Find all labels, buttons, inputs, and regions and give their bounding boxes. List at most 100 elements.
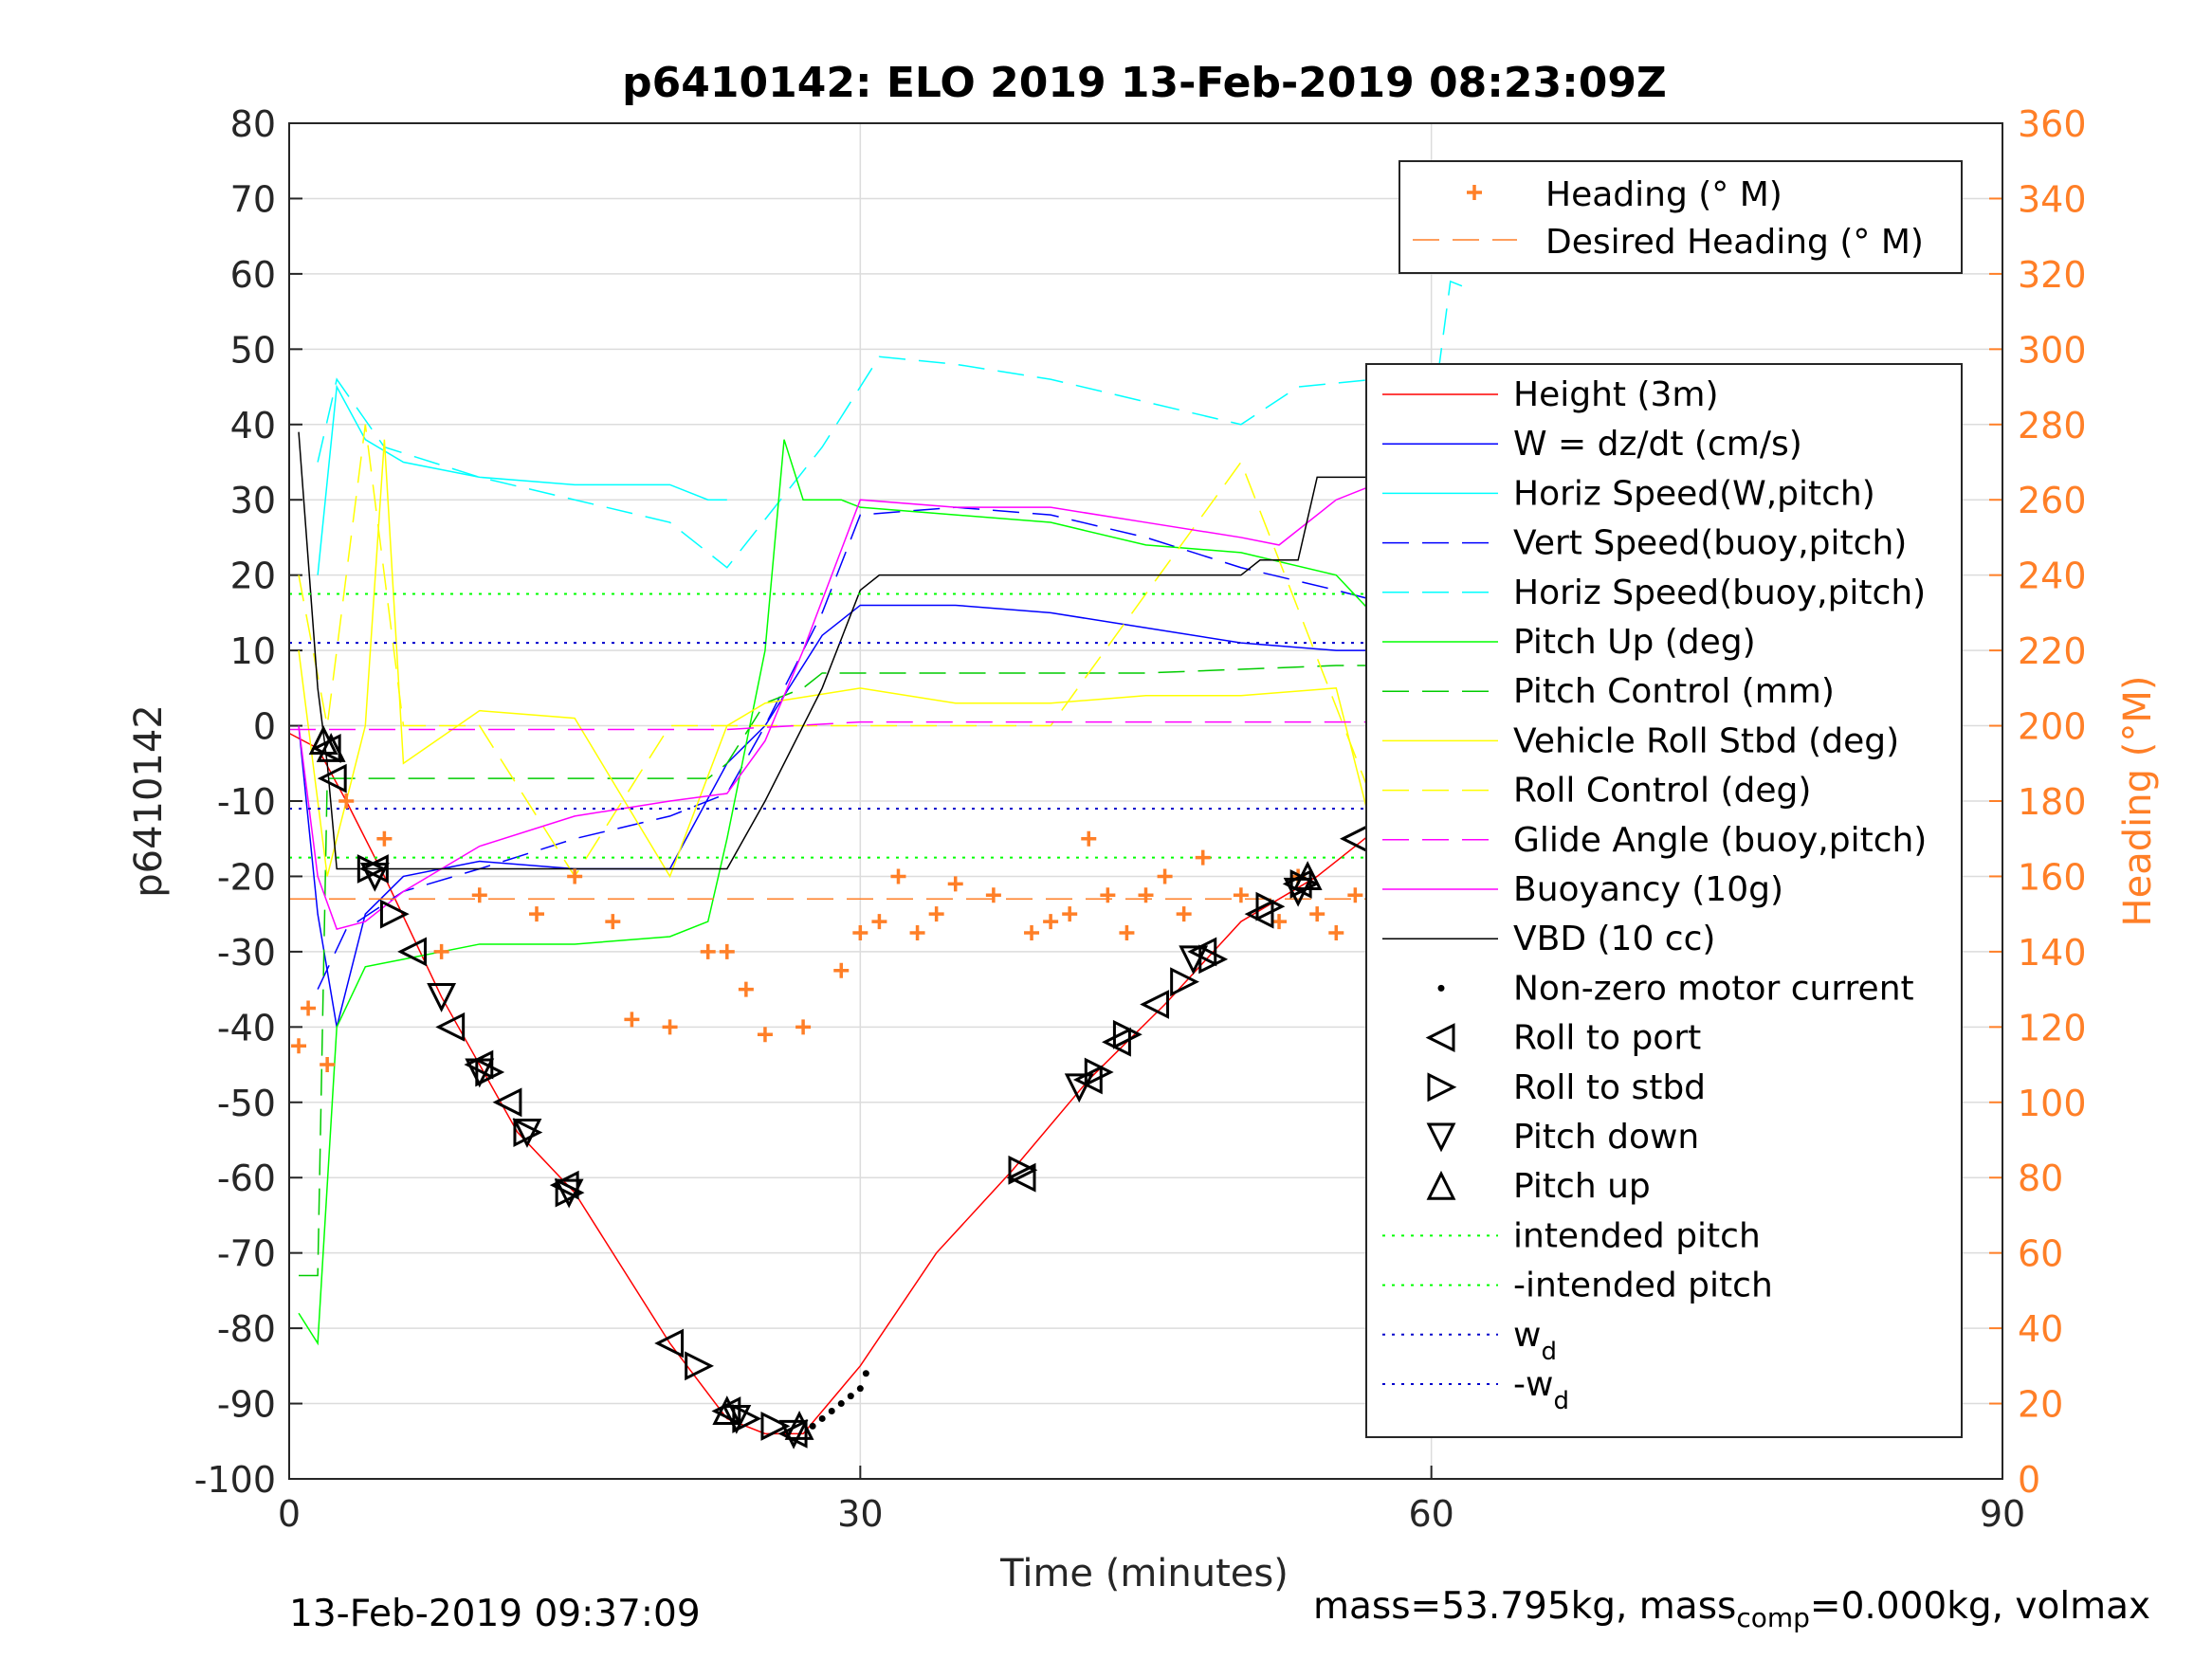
- heading-mark: [471, 887, 487, 903]
- heading-mark: [928, 906, 944, 922]
- legend-main: Height (3m) W = dz/dt (cm/s) Horiz Speed(W…: [1365, 363, 1963, 1438]
- series-roll-control-deg: [298, 424, 1471, 955]
- y2-tick-label: 240: [2018, 556, 2087, 597]
- x-tick-label: 60: [1408, 1493, 1453, 1535]
- y2-tick-label: 100: [2018, 1083, 2087, 1124]
- heading-mark: [320, 1057, 336, 1073]
- plot-frame: [288, 122, 2003, 1480]
- legend-label: Horiz Speed(buoy,pitch): [1513, 574, 1926, 612]
- legend-label: Non-zero motor current: [1513, 969, 1914, 1008]
- heading-mark: [738, 981, 754, 997]
- legend-label: -intended pitch: [1513, 1267, 1773, 1305]
- y2-tick-label: 60: [2018, 1233, 2063, 1275]
- legend-label: Pitch Control (mm): [1513, 672, 1835, 711]
- legend-label: Horiz Speed(W,pitch): [1513, 474, 1875, 513]
- heading-mark: [1347, 887, 1363, 903]
- left-y-axis: 80 70 60 50 40 30 20 10 0 -10 -20 -30 -40 -50 -60 -70 -8…: [194, 103, 302, 1501]
- y-tick-label: 50: [230, 329, 276, 371]
- heading-mark: [909, 925, 925, 941]
- heading-mark: [1100, 887, 1116, 903]
- heading-mark: [1062, 906, 1078, 922]
- y-axis-label: p6410142: [127, 704, 171, 898]
- y-tick-label: 70: [230, 178, 276, 220]
- legend-symbol-roll-to-port: [1425, 1023, 1455, 1053]
- roll-to-stbd-marker: [555, 1177, 585, 1208]
- y2-tick-label: 220: [2018, 630, 2087, 672]
- roll-to-port-marker: [1102, 1027, 1131, 1057]
- series-vbd-10-cc: [298, 371, 1470, 870]
- y-tick-label: 30: [230, 480, 276, 521]
- heading-mark: [833, 962, 850, 978]
- heading-mark: [662, 1019, 678, 1035]
- roll-to-stbd-marker: [1008, 1155, 1038, 1185]
- motor-current-point: [818, 1414, 826, 1422]
- heading-mark: [947, 876, 963, 892]
- footer-mass-prefix: mass=53.795kg, mass: [1313, 1585, 1737, 1628]
- pitch-down-marker: [554, 1178, 584, 1209]
- legend-label: W = dz/dt (cm/s): [1513, 425, 1802, 464]
- pitch-up-marker: [712, 1395, 742, 1425]
- series-w-dz-dt-cm-s: [298, 484, 1471, 1028]
- heading-mark: [719, 943, 735, 959]
- legend-heading-symbol: [1467, 185, 1482, 200]
- roll-to-port-marker: [435, 1012, 466, 1042]
- y2-tick-label: 300: [2018, 329, 2087, 371]
- y2-tick-label: 0: [2018, 1459, 2040, 1501]
- roll-to-port-marker: [397, 937, 428, 967]
- motor-current-point: [809, 1422, 816, 1430]
- roll-to-port-marker: [654, 1328, 685, 1358]
- y-tick-label: -30: [217, 932, 276, 974]
- legend-label: Roll to port: [1513, 1019, 1701, 1058]
- y2-tick-label: 20: [2018, 1384, 2063, 1426]
- motor-current-point: [847, 1393, 854, 1400]
- y-tick-label: 10: [230, 630, 276, 672]
- legend-label: Roll to stbd: [1513, 1068, 1706, 1107]
- legend-label: intended pitch: [1513, 1216, 1761, 1255]
- pitch-down-marker: [359, 862, 390, 892]
- roll-to-stbd-marker: [1255, 891, 1286, 921]
- roll-to-port-marker: [1140, 990, 1170, 1019]
- x-axis: 0 30 60 90: [278, 1466, 2025, 1535]
- chart-title: p6410142: ELO 2019 13-Feb-2019 08:23:09Z: [622, 59, 1667, 107]
- y-tick-label: -10: [217, 781, 276, 823]
- legend-symbol-pitch-down: [1426, 1122, 1456, 1153]
- heading-mark: [1271, 914, 1288, 930]
- legend-label: Pitch Up (deg): [1513, 623, 1756, 662]
- heading-mark: [1138, 887, 1154, 903]
- heading-mark: [624, 1012, 640, 1028]
- y2-tick-label: 140: [2018, 932, 2087, 974]
- y-tick-label: -50: [217, 1083, 276, 1124]
- pitch-down-marker: [1179, 945, 1209, 975]
- y-tick-label: -20: [217, 856, 276, 898]
- roll-to-stbd-marker: [379, 899, 410, 929]
- legend-label: Pitch up: [1513, 1167, 1651, 1206]
- pitch-down-marker: [1283, 877, 1313, 907]
- pitch-up-marker: [316, 733, 346, 762]
- legend-label: VBD (10 cc): [1513, 920, 1715, 958]
- series-buoyancy-10g: [298, 423, 1471, 930]
- roll-to-stbd-marker: [1084, 1057, 1114, 1087]
- motor-current-point: [837, 1400, 845, 1408]
- x-tick-label: 90: [1980, 1493, 2025, 1535]
- y2-tick-label: 360: [2018, 103, 2087, 145]
- motor-current-point: [856, 1385, 864, 1393]
- y-tick-label: -80: [217, 1308, 276, 1350]
- roll-to-port-marker: [492, 1087, 522, 1118]
- pitch-down-marker: [1064, 1073, 1094, 1103]
- heading-mark: [890, 868, 906, 884]
- heading-mark: [1024, 925, 1040, 941]
- legend-label: Buoyancy (10g): [1513, 870, 1783, 909]
- legend-symbol-pitch-up: [1426, 1170, 1456, 1200]
- y2-tick-label: 180: [2018, 781, 2087, 823]
- heading-mark: [605, 914, 621, 930]
- heading-mark: [338, 793, 355, 809]
- heading-mark: [376, 830, 393, 847]
- y-tick-label: 80: [230, 103, 276, 145]
- pitch-down-marker: [778, 1419, 809, 1449]
- pitch-up-marker: [784, 1411, 814, 1440]
- y2-tick-label: 260: [2018, 480, 2087, 521]
- heading-mark: [1176, 906, 1192, 922]
- heading-mark: [1309, 906, 1325, 922]
- heading-mark: [1157, 868, 1173, 884]
- heading-mark: [1233, 887, 1249, 903]
